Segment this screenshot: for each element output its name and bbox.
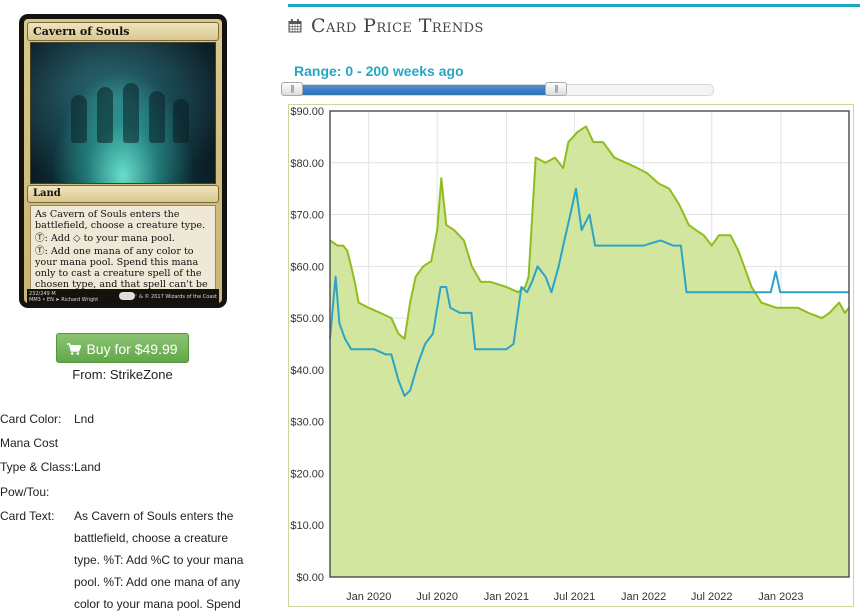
trends-title: Card Price Trends — [311, 15, 484, 37]
card-name: Cavern of Souls — [27, 22, 219, 41]
attr-card-text-value: As Cavern of Souls enters the battlefiel… — [74, 509, 244, 611]
attr-label: Card Text: — [0, 509, 55, 523]
seller-label: From: StrikeZone — [72, 367, 173, 382]
x-tick-label: Jan 2020 — [346, 591, 391, 603]
card-rule: As Cavern of Souls enters the battlefiel… — [35, 209, 206, 231]
calendar-icon — [288, 18, 302, 32]
y-tick-label: $10.00 — [290, 520, 324, 532]
card-art-figure — [97, 87, 113, 143]
attr-label: Mana Cost — [0, 436, 59, 450]
price-chart-svg: $0.00 $10.00 $20.00 $30.00 $40.00 $50.00 $60.0… — [288, 104, 854, 607]
card-art — [30, 42, 216, 184]
x-tick-label: Jul 2022 — [691, 591, 733, 603]
buy-button[interactable]: Buy for $49.99 — [56, 333, 189, 363]
y-tick-label: $80.00 — [290, 158, 324, 170]
card-footer: 232/249 M MM3 • EN ➤ Richard Wright ™ & … — [27, 289, 219, 303]
card-art-figure — [71, 95, 87, 143]
x-tick-label: Jul 2021 — [554, 591, 596, 603]
card-collector-number: 232/249 M — [29, 291, 56, 297]
range-slider[interactable]: ||| ||| — [281, 82, 714, 96]
attr-value: Lnd — [74, 412, 95, 426]
artist-brush-icon — [119, 292, 135, 300]
attr-value: Land — [74, 460, 101, 474]
y-tick-label: $30.00 — [290, 417, 324, 429]
range-label: Range: 0 - 200 weeks ago — [294, 63, 464, 79]
range-slider-min-handle[interactable]: ||| — [281, 82, 303, 96]
card-rules-text: As Cavern of Souls enters the battlefiel… — [30, 205, 216, 301]
y-tick-label: $90.00 — [290, 106, 324, 118]
card-set-line: MM3 • EN ➤ Richard Wright — [29, 297, 99, 303]
x-tick-label: Jul 2020 — [416, 591, 458, 603]
y-tick-label: $50.00 — [290, 313, 324, 325]
x-tick-label: Jan 2022 — [621, 591, 666, 603]
card-copyright: ™ & © 2017 Wizards of the Coast — [132, 294, 217, 300]
trends-accent-bar — [288, 4, 860, 7]
trends-header: Card Price Trends — [288, 15, 484, 37]
attr-label: Card Color: — [0, 412, 62, 426]
x-tick-label: Jan 2021 — [484, 591, 529, 603]
x-tick-label: Jan 2023 — [758, 591, 803, 603]
buy-button-label: Buy for $49.99 — [86, 341, 178, 357]
card-art-figure — [173, 99, 189, 143]
y-tick-label: $60.00 — [290, 261, 324, 273]
card-image[interactable]: Cavern of Souls Land As Cavern of Souls … — [19, 14, 227, 308]
attr-label: Type & Class: — [0, 460, 75, 474]
range-slider-max-handle[interactable]: ||| — [545, 82, 567, 96]
attr-label: Pow/Tou: — [0, 485, 50, 499]
card-frame: Cavern of Souls Land As Cavern of Souls … — [24, 19, 222, 303]
y-tick-label: $0.00 — [296, 572, 324, 584]
shopping-cart-icon — [67, 342, 82, 355]
y-tick-label: $20.00 — [290, 468, 324, 480]
card-art-figure — [123, 83, 139, 143]
y-tick-label: $40.00 — [290, 365, 324, 377]
card-type-line: Land — [27, 185, 219, 203]
series-line-1 — [329, 125, 850, 340]
y-tick-label: $70.00 — [290, 210, 324, 222]
card-art-figure — [149, 91, 165, 143]
range-slider-fill — [282, 85, 556, 95]
price-chart: $0.00 $10.00 $20.00 $30.00 $40.00 $50.00 $60.0… — [288, 104, 854, 607]
card-rule: Ⓣ: Add ◇ to your mana pool. — [35, 233, 175, 244]
series-area-1 — [330, 126, 849, 577]
plot-border — [329, 110, 850, 578]
series-line-2 — [329, 187, 849, 397]
